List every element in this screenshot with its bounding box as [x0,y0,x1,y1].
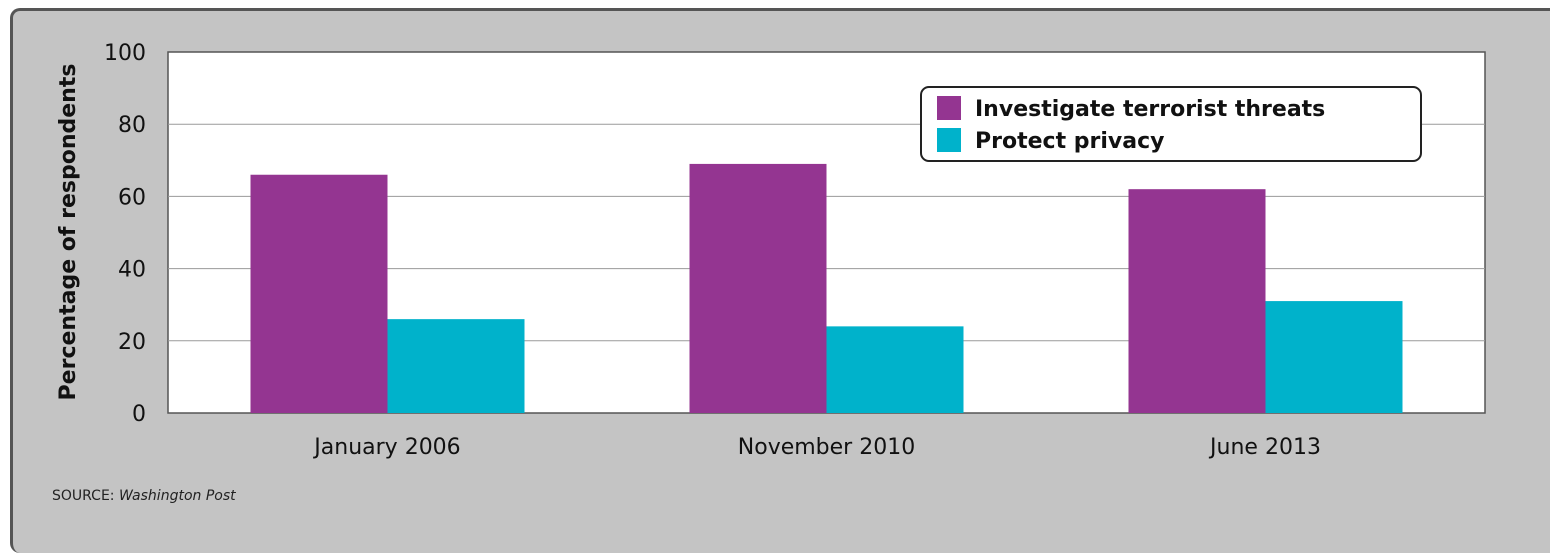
x-category-label: November 2010 [738,435,915,460]
source-name: Washington Post [118,488,236,504]
legend-label-investigate: Investigate terrorist threats [975,97,1325,122]
bars [250,163,1403,413]
bar-privacy [826,326,964,413]
legend-swatch-privacy [937,128,961,152]
bar-investigate [250,174,388,413]
y-tick-label: 0 [132,402,146,427]
source-label: SOURCE: [52,488,115,504]
y-tick-label: 60 [118,185,146,210]
bar-investigate [689,163,827,413]
legend-label-privacy: Protect privacy [975,129,1164,154]
x-category-label: June 2013 [1208,435,1321,460]
y-tick-label: 100 [104,41,146,66]
bar-privacy [387,319,525,413]
y-tick-label: 20 [118,330,146,355]
source-note: SOURCE: Washington Post [52,488,236,504]
legend-swatch-investigate [937,96,961,120]
y-axis-ticks: 0 20 40 60 80 100 [104,41,146,427]
bar-privacy [1265,301,1403,413]
bar-chart: 0 20 40 60 80 100 January 2006 November 2010 Ju… [56,41,1486,460]
y-axis-label: Percentage of respondents [56,64,81,401]
x-category-label: January 2006 [312,435,460,460]
y-tick-label: 40 [118,258,146,283]
x-axis-categories: January 2006 November 2010 June 2013 [312,435,1321,460]
legend-box [920,86,1422,162]
legend: Investigate terrorist threats Protect pr… [920,86,1422,162]
y-tick-label: 80 [118,113,146,138]
bar-investigate [1128,189,1266,413]
